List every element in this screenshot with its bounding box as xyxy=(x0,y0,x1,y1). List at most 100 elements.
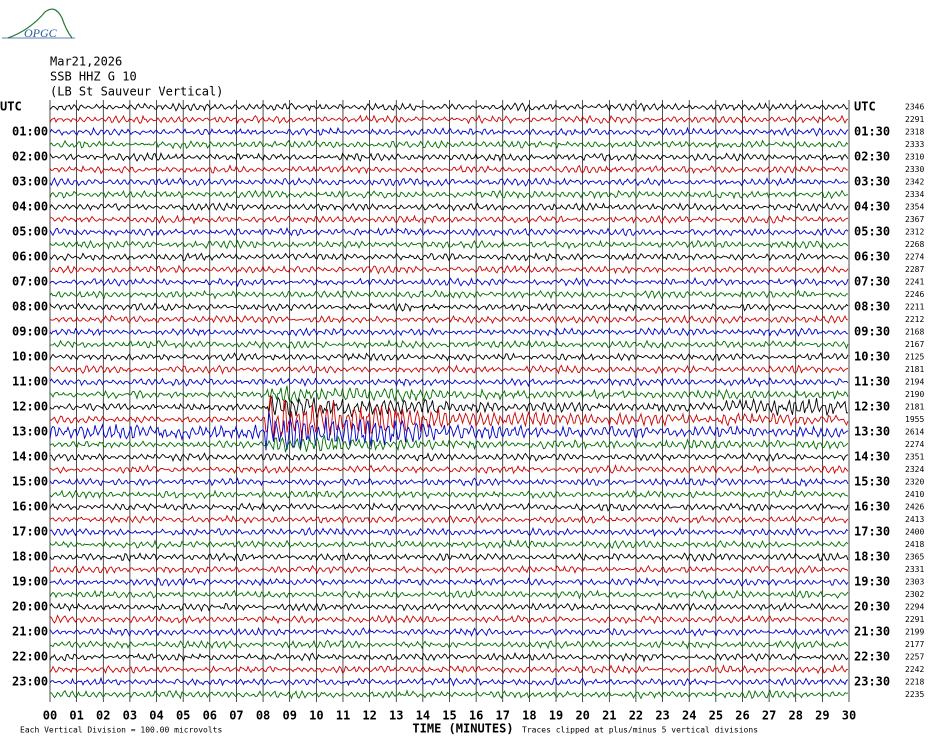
x-tick-label: 18 xyxy=(522,709,536,723)
trace-count: 2614 xyxy=(905,428,924,437)
trace-count: 2181 xyxy=(905,403,924,412)
x-tick-label: 08 xyxy=(256,709,270,723)
trace-count: 2287 xyxy=(905,265,924,274)
x-tick-label: 15 xyxy=(442,709,456,723)
x-tick-label: 09 xyxy=(282,709,296,723)
trace xyxy=(49,614,849,625)
left-time-label: 12:00 xyxy=(12,400,48,414)
trace xyxy=(49,589,849,600)
trace xyxy=(50,689,848,700)
trace-count: 2235 xyxy=(905,690,924,699)
trace-count: 2310 xyxy=(905,153,924,162)
trace-count: 2291 xyxy=(905,115,924,124)
trace xyxy=(49,394,849,419)
left-time-label: 17:00 xyxy=(12,525,48,539)
right-time-label: 04:30 xyxy=(854,200,890,214)
trace xyxy=(49,395,849,441)
trace-count: 2199 xyxy=(905,628,924,637)
trace-count: 2351 xyxy=(905,453,924,462)
right-time-label: 19:30 xyxy=(854,575,890,589)
left-time-label: 06:00 xyxy=(12,250,48,264)
trace-count: 2218 xyxy=(905,678,924,687)
trace xyxy=(49,676,849,687)
trace-count: 2274 xyxy=(905,440,924,449)
right-time-label: 07:30 xyxy=(854,275,890,289)
footer-note: Traces clipped at plus/minus 5 vertical … xyxy=(522,726,758,735)
right-time-label: 23:30 xyxy=(854,675,890,689)
trace-count: 2400 xyxy=(905,528,924,537)
trace xyxy=(49,639,849,650)
trace xyxy=(49,164,848,175)
right-time-label: 21:30 xyxy=(854,625,890,639)
trace xyxy=(49,464,849,475)
trace xyxy=(49,514,849,525)
x-tick-label: 22 xyxy=(629,709,643,723)
x-tick-label: 29 xyxy=(815,709,829,723)
right-time-label: 20:30 xyxy=(854,600,890,614)
left-time-label: UTC xyxy=(0,100,22,114)
trace xyxy=(49,264,849,275)
right-time-label: 01:30 xyxy=(854,125,890,139)
trace-count: 2177 xyxy=(905,640,924,649)
x-tick-label: 05 xyxy=(176,709,190,723)
trace xyxy=(49,139,849,150)
trace xyxy=(49,239,849,250)
left-time-label: 16:00 xyxy=(12,500,48,514)
x-tick-label: 30 xyxy=(842,709,856,723)
trace-count: 2274 xyxy=(905,253,924,262)
right-time-label: 22:30 xyxy=(854,650,890,664)
x-tick-label: 27 xyxy=(762,709,776,723)
trace-count: 2125 xyxy=(905,353,924,362)
x-tick-label: 04 xyxy=(149,709,163,723)
x-tick-label: 16 xyxy=(469,709,483,723)
x-tick-label: 11 xyxy=(336,709,350,723)
trace-count: 2241 xyxy=(905,278,924,287)
trace-count: 2320 xyxy=(905,478,924,487)
trace xyxy=(49,412,849,451)
trace-count: 2291 xyxy=(905,615,924,624)
trace xyxy=(49,126,849,137)
left-time-label: 08:00 xyxy=(12,300,48,314)
left-time-label: 05:00 xyxy=(12,225,48,239)
x-tick-label: 06 xyxy=(203,709,217,723)
trace xyxy=(49,352,849,362)
trace xyxy=(49,539,849,550)
right-time-label: 09:30 xyxy=(854,325,890,339)
trace xyxy=(49,489,849,500)
trace-count: 2418 xyxy=(905,540,924,549)
left-time-label: 04:00 xyxy=(12,200,48,214)
trace-count: 2410 xyxy=(905,490,924,499)
left-time-label: 20:00 xyxy=(12,600,48,614)
x-tick-label: 12 xyxy=(362,709,376,723)
x-tick-label: 26 xyxy=(735,709,749,723)
trace-count: 2242 xyxy=(905,665,924,674)
trace-count: 2167 xyxy=(905,340,924,349)
trace xyxy=(49,226,849,237)
left-time-label: 15:00 xyxy=(12,475,48,489)
trace xyxy=(49,664,849,675)
trace-count: 2212 xyxy=(905,315,924,324)
right-time-label: 16:30 xyxy=(854,500,890,514)
x-axis-label: TIME (MINUTES) xyxy=(412,722,513,736)
left-time-label: 21:00 xyxy=(12,625,48,639)
trace-count: 2342 xyxy=(905,178,924,187)
trace-count: 2426 xyxy=(905,503,924,512)
right-time-label: 12:30 xyxy=(854,400,890,414)
trace xyxy=(49,289,849,300)
right-time-label: UTC xyxy=(854,100,876,114)
left-time-label: 07:00 xyxy=(12,275,48,289)
header-line: SSB HHZ G 10 xyxy=(50,70,137,84)
trace xyxy=(49,302,849,313)
trace-count: 2413 xyxy=(905,515,924,524)
left-time-label: 11:00 xyxy=(12,375,48,389)
right-time-label: 05:30 xyxy=(854,225,890,239)
x-tick-label: 19 xyxy=(549,709,563,723)
trace xyxy=(49,276,849,288)
trace-count: 2346 xyxy=(905,103,924,112)
trace-count: 2294 xyxy=(905,603,924,612)
right-time-label: 02:30 xyxy=(854,150,890,164)
trace xyxy=(49,376,849,388)
right-time-label: 18:30 xyxy=(854,550,890,564)
logo-curve xyxy=(7,8,73,39)
